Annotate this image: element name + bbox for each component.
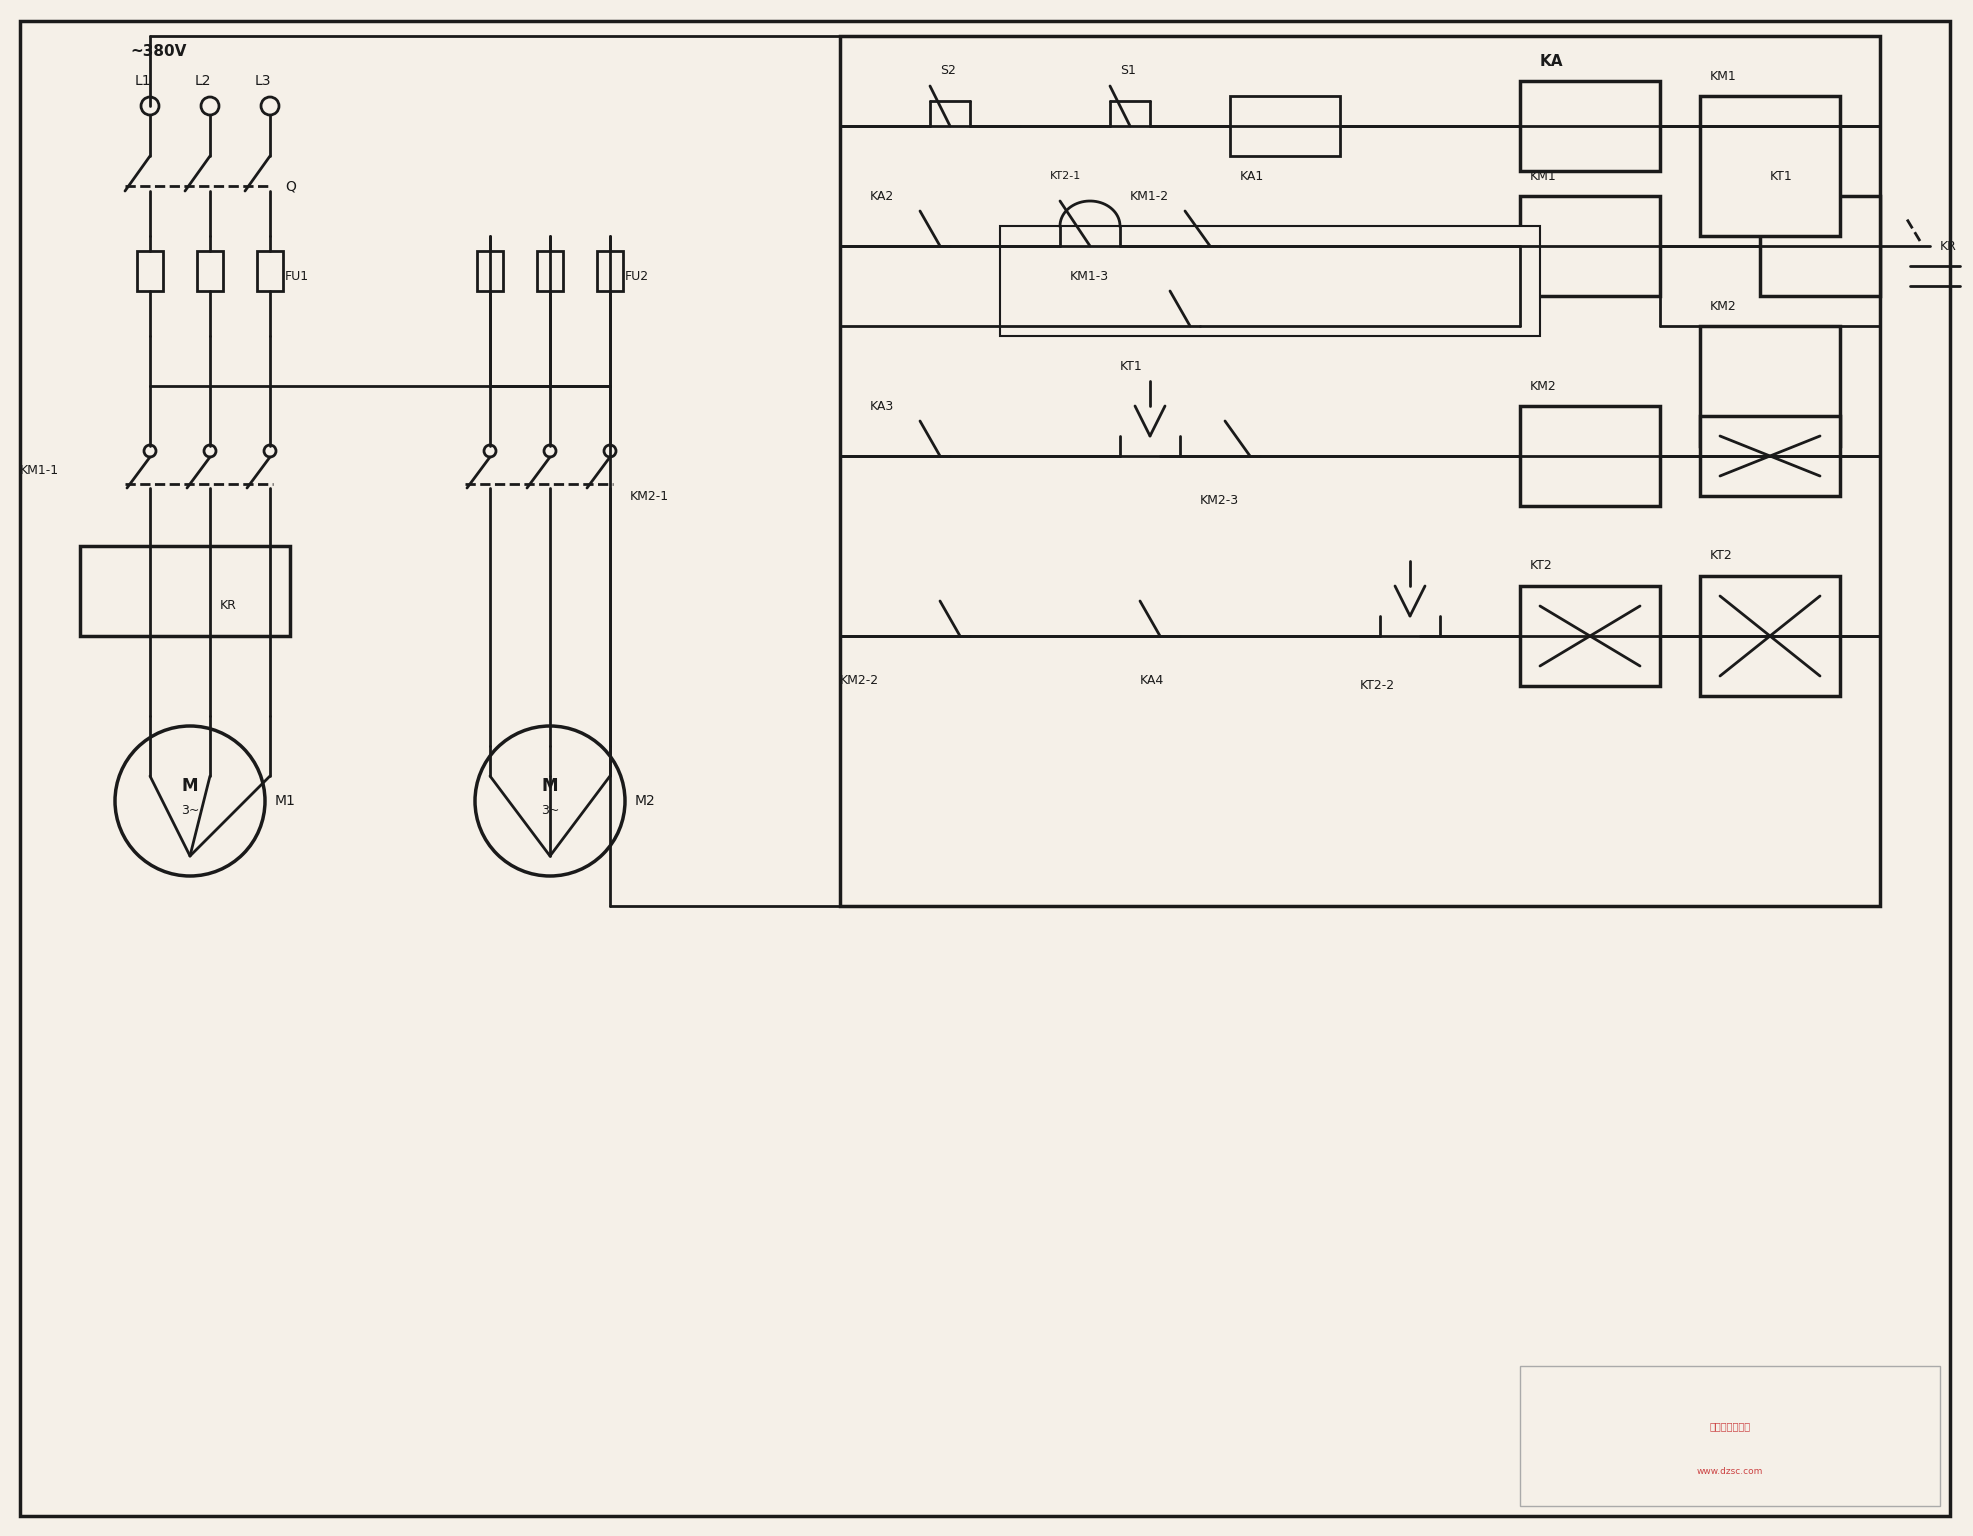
Text: 3~: 3~: [541, 805, 558, 817]
Bar: [1229, 95, 1340, 157]
Circle shape: [483, 445, 495, 458]
Text: M2: M2: [635, 794, 655, 808]
Text: KA: KA: [1539, 54, 1563, 69]
Circle shape: [545, 445, 556, 458]
Circle shape: [604, 445, 616, 458]
Bar: [537, 250, 562, 290]
Text: KA1: KA1: [1239, 169, 1263, 183]
Text: 3~: 3~: [182, 805, 199, 817]
Text: www.dzsc.com: www.dzsc.com: [1697, 1467, 1762, 1476]
Bar: [1519, 197, 1659, 296]
Bar: [256, 250, 282, 290]
Circle shape: [260, 97, 278, 115]
Text: KM2: KM2: [1709, 300, 1736, 312]
Text: KM1-1: KM1-1: [20, 464, 59, 478]
Bar: [840, 35, 1878, 906]
Text: KM1: KM1: [1529, 169, 1557, 183]
Text: KA2: KA2: [870, 189, 894, 203]
Bar: [197, 250, 223, 290]
Circle shape: [140, 97, 160, 115]
Circle shape: [203, 445, 215, 458]
Text: S2: S2: [939, 65, 955, 77]
Text: L1: L1: [134, 74, 152, 88]
Text: KA3: KA3: [870, 399, 894, 413]
Text: KM2-3: KM2-3: [1200, 495, 1239, 507]
Bar: [1699, 576, 1839, 696]
Text: KT1: KT1: [1770, 169, 1791, 183]
Text: L2: L2: [195, 74, 211, 88]
Text: KM1: KM1: [1709, 69, 1736, 83]
Text: M: M: [182, 777, 197, 796]
Circle shape: [264, 445, 276, 458]
Bar: [596, 250, 623, 290]
Text: KM2-1: KM2-1: [629, 490, 669, 502]
Text: KM1-2: KM1-2: [1129, 189, 1168, 203]
Text: M1: M1: [274, 794, 296, 808]
Circle shape: [114, 727, 264, 876]
Text: M: M: [541, 777, 558, 796]
Bar: [1519, 406, 1659, 505]
Text: KM2: KM2: [1529, 379, 1557, 393]
Bar: [1699, 416, 1839, 496]
Bar: [136, 250, 164, 290]
Bar: [1519, 81, 1659, 170]
Text: KM1-3: KM1-3: [1069, 269, 1109, 283]
Text: KT1: KT1: [1119, 359, 1142, 373]
Text: L3: L3: [255, 74, 272, 88]
Bar: [1760, 197, 1878, 296]
Text: KT2-1: KT2-1: [1050, 170, 1081, 181]
Text: KR: KR: [1939, 240, 1955, 252]
Bar: [1519, 587, 1659, 687]
Circle shape: [201, 97, 219, 115]
Text: FU2: FU2: [625, 269, 649, 283]
Circle shape: [144, 445, 156, 458]
Text: FU1: FU1: [284, 269, 310, 283]
Text: KT2: KT2: [1709, 550, 1732, 562]
Text: KM2-2: KM2-2: [840, 674, 878, 688]
Text: Q: Q: [284, 180, 296, 194]
Bar: [1699, 326, 1839, 445]
Text: S1: S1: [1119, 65, 1134, 77]
Text: 维库电子市场网: 维库电子市场网: [1709, 1421, 1750, 1432]
Text: KT2-2: KT2-2: [1359, 679, 1395, 693]
Text: KA4: KA4: [1140, 674, 1164, 688]
Bar: [477, 250, 503, 290]
Bar: [81, 545, 290, 636]
Bar: [1000, 226, 1539, 336]
Text: ~380V: ~380V: [130, 43, 185, 58]
Text: KR: KR: [219, 599, 237, 613]
Bar: [1519, 1366, 1939, 1505]
Text: KT2: KT2: [1529, 559, 1553, 573]
Circle shape: [475, 727, 625, 876]
Bar: [1699, 95, 1839, 237]
